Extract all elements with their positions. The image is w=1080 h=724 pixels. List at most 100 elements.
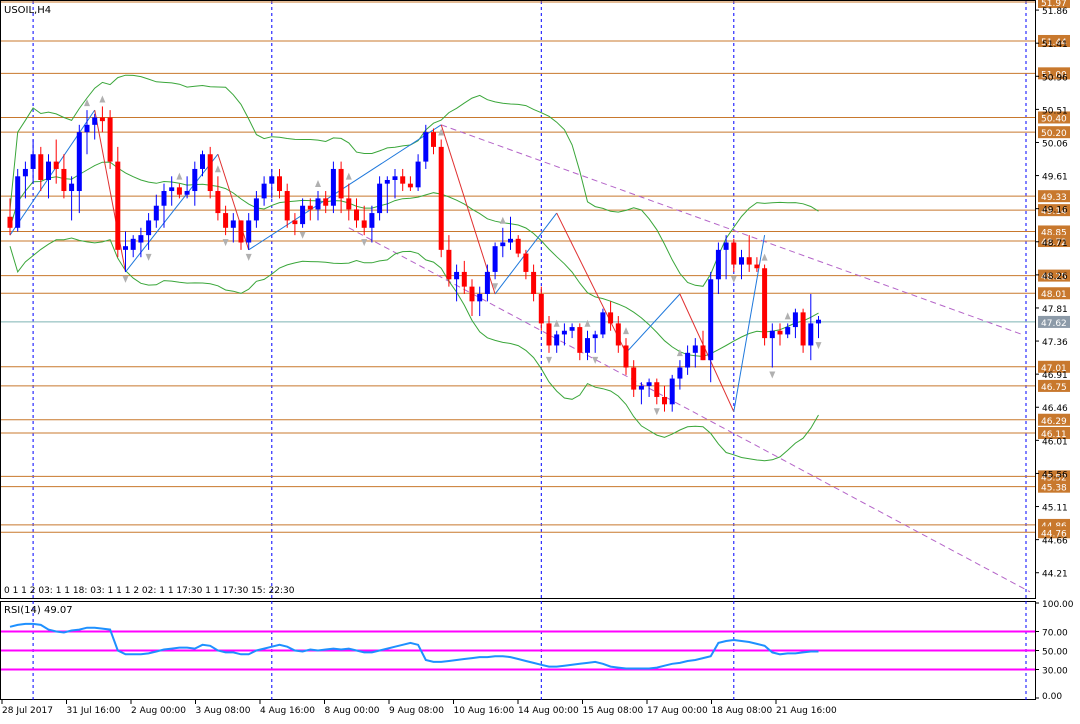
candle (346, 183, 352, 221)
price-level-label: 45.52 (1041, 473, 1067, 483)
candle-body (99, 117, 105, 122)
candle (608, 301, 614, 331)
candle-body (92, 117, 98, 125)
candle-body (762, 268, 768, 339)
rsi-y-tick-label: 50.00 (1042, 648, 1068, 658)
candle-body (646, 382, 652, 386)
price-levels: 51.97 51.44 51.00 50.40 50.20 49.33 49.14 48.85… (1, 0, 1070, 539)
candle-body (84, 124, 90, 133)
candle (762, 264, 768, 346)
candle-body (22, 168, 28, 177)
candle (315, 191, 321, 221)
time-axis: 28 Jul 2017 31 Jul 16:00 2 Aug 00:00 3 Aug … (1, 700, 837, 716)
fractal-up-marker (214, 165, 221, 173)
fractal-down-marker (145, 253, 152, 261)
candle-body (715, 249, 721, 280)
candle (284, 183, 290, 228)
candle-body (407, 183, 413, 188)
candle-body (307, 205, 313, 210)
x-tick-label: 17 Aug 00:00 (647, 706, 708, 716)
candle (15, 168, 21, 232)
candle (739, 249, 744, 280)
candle (38, 146, 44, 192)
candle-body (554, 334, 560, 346)
candle-body (269, 176, 275, 184)
fractal-up-marker (584, 319, 591, 327)
candle-body (600, 312, 606, 335)
candle (692, 338, 698, 368)
candle (538, 286, 544, 331)
fractal-down-marker (299, 231, 306, 239)
candle-body (38, 154, 44, 180)
y-tick-label: 51.86 (1042, 7, 1068, 17)
candle (330, 161, 336, 214)
candle (300, 198, 306, 228)
candle (631, 360, 637, 397)
price-level-label: 46.75 (1041, 383, 1067, 393)
candle-body (469, 286, 475, 302)
candle (577, 323, 583, 361)
candle-body (223, 213, 229, 228)
candle-body (192, 168, 198, 192)
candle (546, 316, 552, 353)
candles (7, 106, 821, 412)
candle-body (461, 271, 467, 287)
candle-body (662, 396, 667, 405)
session-strip: 0 1 1 2 03: 1 1 18: 03: 1 1 1 2 02: 1 1 … (4, 586, 295, 596)
price-level-tag (1038, 235, 1070, 248)
candle (200, 150, 205, 177)
price-level-tag (1038, 379, 1070, 392)
candle-body (631, 367, 637, 390)
candle (554, 330, 560, 353)
price-level-tag (1038, 269, 1070, 282)
candle-body (253, 198, 259, 221)
candle-body (423, 132, 429, 162)
candle (30, 139, 36, 184)
price-level-label: 49.33 (1041, 193, 1067, 203)
candle-body (531, 271, 537, 294)
candle (338, 161, 344, 214)
candle-body (46, 161, 51, 180)
candle-body (123, 246, 128, 250)
fractal-down-marker (653, 408, 660, 416)
rsi-y-tick-label: 30.00 (1042, 667, 1068, 677)
candle-body (792, 312, 798, 328)
candle (415, 154, 421, 192)
candle (369, 205, 375, 243)
price-level-tag (1038, 315, 1070, 328)
price-axis: 51.86 51.41 50.96 50.51 50.06 49.61 49.16 48.71… (1035, 7, 1068, 580)
candle-body (115, 161, 121, 250)
price-level-tag (1038, 413, 1070, 426)
candle-body (153, 205, 159, 221)
candle-body (708, 279, 714, 361)
candle-body (230, 220, 236, 228)
candle (438, 139, 444, 258)
candle-body (400, 176, 406, 184)
candle (176, 183, 182, 199)
candle-body (477, 293, 483, 302)
candle-body (330, 168, 336, 206)
candle (223, 205, 229, 236)
price-level-label: 46.29 (1041, 417, 1067, 427)
candle (615, 316, 621, 353)
candle-body (138, 235, 144, 243)
candle-body (261, 183, 267, 199)
candle-body (638, 385, 644, 390)
candle-body (300, 205, 306, 225)
candle-body (577, 327, 583, 353)
candle-body (384, 179, 390, 184)
candle (253, 191, 259, 228)
candle (130, 235, 136, 258)
fractal-down-marker (592, 356, 599, 364)
candle (107, 110, 113, 169)
candle-body (446, 249, 452, 280)
y-tick-label: 45.56 (1042, 470, 1068, 480)
candle-body (808, 323, 814, 346)
candle (508, 216, 513, 250)
bb-lower (9, 237, 819, 462)
price-level-tag (1038, 480, 1070, 493)
candle (215, 176, 221, 221)
candle (76, 124, 82, 214)
price-level-label: 48.25 (1041, 273, 1067, 283)
x-tick-label: 3 Aug 08:00 (196, 706, 251, 716)
